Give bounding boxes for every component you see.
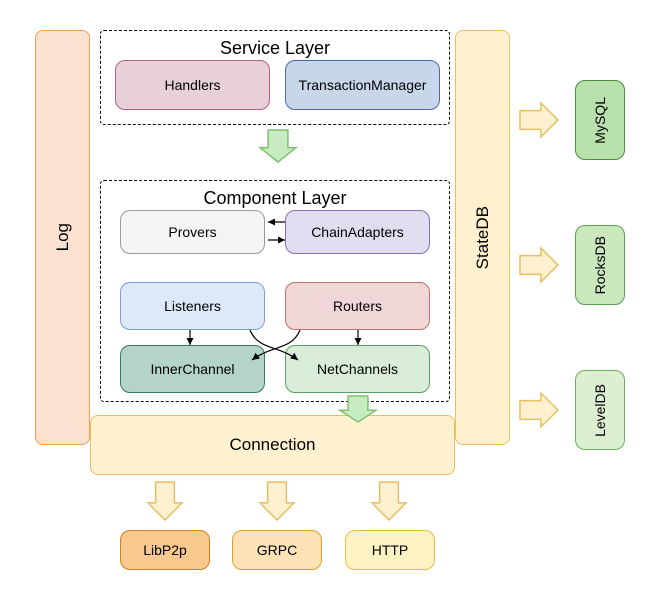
service-layer-title: Service Layer [100,38,450,59]
block-arrow [520,248,558,282]
provers-node: Provers [120,210,265,254]
mysql-node: MySQL [575,80,625,160]
log-label: Log [53,223,73,251]
block-arrow [520,393,558,427]
log-block: Log [35,30,90,445]
grpc-label: GRPC [257,542,297,558]
leveldb-label: LevelDB [592,384,608,437]
listeners-node: Listeners [120,282,265,330]
block-arrow [372,482,406,520]
diagram-stage: Log StateDB Connection Service Layer Com… [0,0,646,591]
statedb-label: StateDB [473,206,493,269]
transaction-manager-node: TransactionManager [285,60,440,110]
libp2p-label: LibP2p [143,542,187,558]
connection-label: Connection [229,435,315,455]
leveldb-node: LevelDB [575,370,625,450]
innerchannel-label: InnerChannel [150,361,234,377]
grpc-node: GRPC [232,530,322,570]
statedb-block: StateDB [455,30,510,445]
chainadapters-label: ChainAdapters [311,224,404,240]
block-arrow [260,130,296,162]
rocksdb-node: RocksDB [575,225,625,305]
txmgr-label: TransactionManager [299,77,427,93]
routers-label: Routers [333,298,382,314]
connection-block: Connection [90,415,455,475]
chain-adapters-node: ChainAdapters [285,210,430,254]
handlers-label: Handlers [164,77,220,93]
http-node: HTTP [345,530,435,570]
mysql-label: MySQL [592,97,608,144]
net-channels-node: NetChannels [285,345,430,393]
listeners-label: Listeners [164,298,221,314]
rocksdb-label: RocksDB [592,236,608,294]
component-layer-title: Component Layer [100,188,450,209]
block-arrow [520,103,558,137]
libp2p-node: LibP2p [120,530,210,570]
http-label: HTTP [372,542,409,558]
netchannels-label: NetChannels [317,361,398,377]
routers-node: Routers [285,282,430,330]
provers-label: Provers [168,224,216,240]
block-arrow [260,482,294,520]
handlers-node: Handlers [115,60,270,110]
inner-channel-node: InnerChannel [120,345,265,393]
block-arrow [148,482,182,520]
